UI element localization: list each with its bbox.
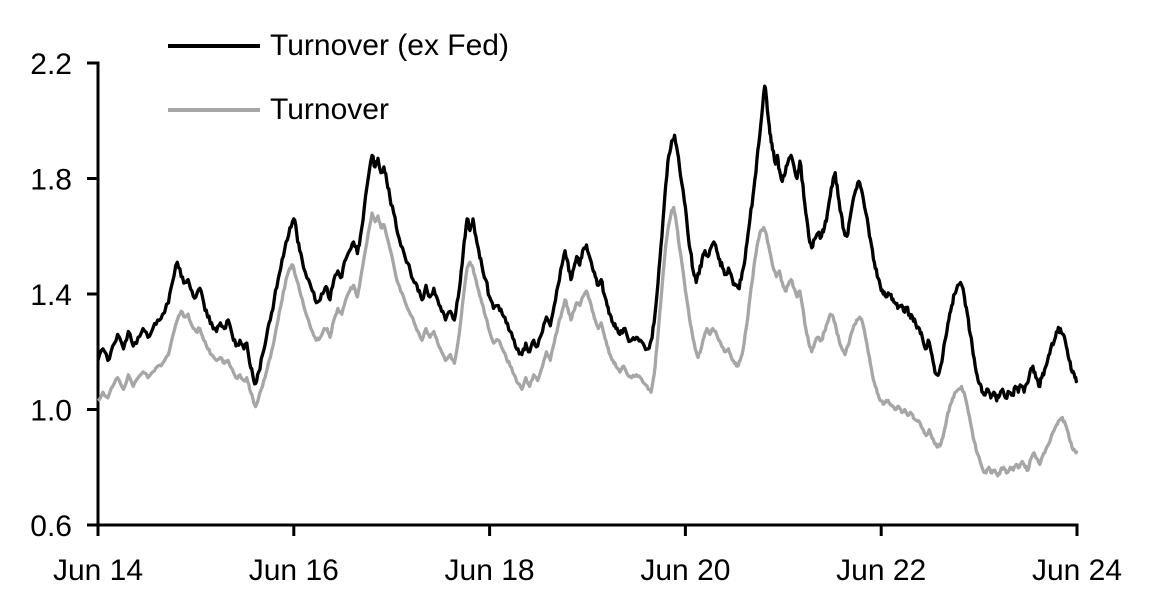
x-tick-label: Jun 22 [836,554,926,587]
y-tick-label: 0.6 [30,510,72,543]
legend-label-turnover: Turnover [270,93,389,126]
x-tick-label: Jun 18 [445,554,535,587]
legend: Turnover (ex Fed) Turnover [168,28,509,156]
x-tick-label: Jun 20 [640,554,730,587]
legend-label-turnover-ex-fed: Turnover (ex Fed) [270,29,509,62]
legend-item-turnover: Turnover [168,92,509,128]
x-tick-label: Jun 16 [249,554,339,587]
y-tick-label: 1.8 [30,164,72,197]
legend-item-turnover-ex-fed: Turnover (ex Fed) [168,28,509,64]
legend-line-swatch-black [168,44,260,48]
series-line-turnover-ex-fed [96,84,1079,403]
y-tick-label: 2.2 [30,48,72,81]
y-tick-label: 1.0 [30,395,72,428]
series-line-turnover [96,205,1079,478]
legend-line-swatch-gray [168,108,260,112]
x-tick-label: Jun 14 [53,554,143,587]
y-tick-label: 1.4 [30,279,72,312]
x-tick-label: Jun 24 [1032,554,1122,587]
